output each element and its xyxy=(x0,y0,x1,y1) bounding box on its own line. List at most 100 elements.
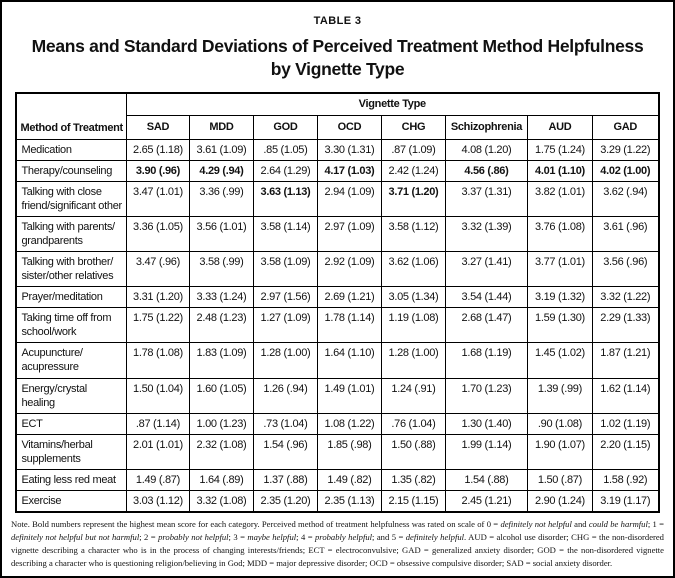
value-cell: 1.35 (.82) xyxy=(380,468,446,491)
value-cell: 3.82 (1.01) xyxy=(526,180,593,217)
value-cell: .87 (1.09) xyxy=(380,138,446,161)
value-cell: 3.61 (1.09) xyxy=(188,138,254,161)
value-cell: 2.48 (1.23) xyxy=(188,307,254,344)
value-cell: 1.83 (1.09) xyxy=(188,342,254,379)
value-cell: 1.27 (1.09) xyxy=(252,307,318,344)
note-segment-italic: definitely not helpful xyxy=(500,519,572,530)
value-cell: 1.50 (.88) xyxy=(380,433,446,470)
value-cell: 3.32 (1.08) xyxy=(188,489,254,513)
table-label: TABLE 3 xyxy=(313,15,362,27)
value-cell: 1.99 (1.14) xyxy=(444,433,528,470)
value-cell: 4.08 (1.20) xyxy=(444,138,528,161)
value-cell: 3.62 (1.06) xyxy=(380,250,446,288)
value-cell: .85 (1.05) xyxy=(252,138,318,161)
table-note: Note. Bold numbers represent the highest… xyxy=(11,518,664,570)
method-cell: Taking time off from school/​work xyxy=(15,307,127,344)
table-row: Energy/​crystal healing 1.50 (1.04) 1.60 (… xyxy=(15,377,660,414)
value-cell: .87 (1.14) xyxy=(125,412,190,435)
column-header-schizophrenia: Schizophrenia xyxy=(444,114,528,140)
value-cell: 3.36 (.99) xyxy=(188,180,254,217)
value-cell: 1.02 (1.19) xyxy=(591,412,660,435)
value-cell: 1.85 (.98) xyxy=(316,433,382,470)
note-segment: and xyxy=(571,519,589,530)
method-cell: Acupuncture/​acupressure xyxy=(15,342,127,379)
column-header-ocd: OCD xyxy=(316,114,382,140)
value-cell: 2.90 (1.24) xyxy=(526,489,593,513)
value-cell: 2.68 (1.47) xyxy=(444,307,528,344)
value-cell: 2.65 (1.18) xyxy=(125,138,190,161)
value-cell: 1.30 (1.40) xyxy=(444,412,528,435)
method-cell: Talking with parents/​grandparents xyxy=(15,215,127,252)
value-cell: 1.39 (.99) xyxy=(526,377,593,414)
value-cell: 4.29 (.94) xyxy=(188,159,254,182)
value-cell: 3.30 (1.31) xyxy=(316,138,382,161)
value-cell: 4.01 (1.10) xyxy=(526,159,593,182)
method-cell: Medication xyxy=(15,138,127,161)
value-cell: 3.90 (.96) xyxy=(125,159,190,182)
table-row: Taking time off from school/​work 1.75 (1… xyxy=(15,307,660,344)
value-cell: 4.02 (1.00) xyxy=(591,159,660,182)
value-cell: 1.00 (1.23) xyxy=(188,412,254,435)
value-cell: 1.24 (.91) xyxy=(380,377,446,414)
table-row: Medication 2.65 (1.18) 3.61 (1.09) .85 (1.0… xyxy=(15,138,660,161)
value-cell: 2.42 (1.24) xyxy=(380,159,446,182)
table-row: Exercise 3.03 (1.12) 3.32 (1.08) 2.35 (1.20… xyxy=(15,489,660,513)
value-cell: 3.56 (1.01) xyxy=(188,215,254,252)
value-cell: 3.58 (1.09) xyxy=(252,250,318,288)
value-cell: 1.50 (.87) xyxy=(526,468,593,491)
table-title-line2: by Vignette Type xyxy=(270,58,405,79)
value-cell: 1.49 (.87) xyxy=(125,468,190,491)
value-cell: 1.45 (1.02) xyxy=(526,342,593,379)
note-segment: Note. Bold numbers represent the highest… xyxy=(11,519,501,530)
value-cell: 2.20 (1.15) xyxy=(591,433,660,470)
value-cell: 2.15 (1.15) xyxy=(380,489,446,513)
note-segment: . AUD = alcohol use disorder; CHG = the … xyxy=(11,531,664,568)
value-cell: 1.70 (1.23) xyxy=(444,377,528,414)
value-cell: 1.54 (.88) xyxy=(444,468,528,491)
column-header-gad: GAD xyxy=(591,114,660,140)
value-cell: 1.49 (.82) xyxy=(316,468,382,491)
method-cell: Energy/​crystal healing xyxy=(15,377,127,414)
value-cell: 4.17 (1.03) xyxy=(316,159,382,182)
method-cell: Eating less red meat xyxy=(15,468,127,491)
value-cell: 1.64 (.89) xyxy=(188,468,254,491)
value-cell: 1.90 (1.07) xyxy=(526,433,593,470)
value-cell: 2.35 (1.13) xyxy=(316,489,382,513)
value-cell: 1.78 (1.08) xyxy=(125,342,190,379)
value-cell: 1.37 (.88) xyxy=(252,468,318,491)
value-cell: 1.59 (1.30) xyxy=(526,307,593,344)
value-cell: 3.47 (.96) xyxy=(125,250,190,288)
value-cell: 3.03 (1.12) xyxy=(125,489,190,513)
table-row: Acupuncture/​acupressure 1.78 (1.08) 1.83 … xyxy=(15,342,660,379)
value-cell: 3.58 (1.12) xyxy=(380,215,446,252)
method-cell: Exercise xyxy=(15,489,127,513)
table-row: Talking with brother/​sister/​other rela… xyxy=(15,250,660,288)
column-header-god: GOD xyxy=(252,114,318,140)
table-title-line1: Means and Standard Deviations of Perceiv… xyxy=(31,36,644,56)
treatment-helpfulness-table: Method of Treatment Vignette Type SAD MD… xyxy=(15,91,660,514)
value-cell: 2.97 (1.56) xyxy=(252,286,318,309)
value-cell: 1.75 (1.24) xyxy=(526,138,593,161)
value-cell: 3.29 (1.22) xyxy=(591,138,660,161)
value-cell: 2.35 (1.20) xyxy=(252,489,318,513)
column-header-row: SAD MDD GOD OCD CHG Schizophrenia AUD GA… xyxy=(16,114,660,140)
value-cell: 1.68 (1.19) xyxy=(444,342,528,379)
table-row: Prayer/​meditation 3.31 (1.20) 3.33 (1.24)… xyxy=(15,286,660,309)
table-row: Vitamins/​herbal supplements 2.01 (1.01) 2… xyxy=(15,433,660,470)
value-cell: 3.58 (.99) xyxy=(188,250,254,288)
value-cell: 2.01 (1.01) xyxy=(125,433,190,470)
note-segment: ; 3 = xyxy=(228,531,248,542)
value-cell: 3.56 (.96) xyxy=(591,250,660,288)
column-header-mdd: MDD xyxy=(188,114,254,140)
value-cell: 1.26 (.94) xyxy=(252,377,318,414)
table-row: Talking with parents/​grandparents 3.36 (… xyxy=(15,215,660,252)
value-cell: 3.32 (1.39) xyxy=(444,215,528,252)
value-cell: 2.97 (1.09) xyxy=(316,215,382,252)
vignette-type-header: Vignette Type xyxy=(125,92,660,116)
note-segment: ; 4 = xyxy=(296,531,315,542)
value-cell: 2.64 (1.29) xyxy=(252,159,318,182)
table-title: Means and Standard Deviations of Perceiv… xyxy=(22,35,653,81)
value-cell: 3.19 (1.17) xyxy=(591,489,660,513)
value-cell: 3.71 (1.20) xyxy=(380,180,446,217)
value-cell: 3.05 (1.34) xyxy=(380,286,446,309)
